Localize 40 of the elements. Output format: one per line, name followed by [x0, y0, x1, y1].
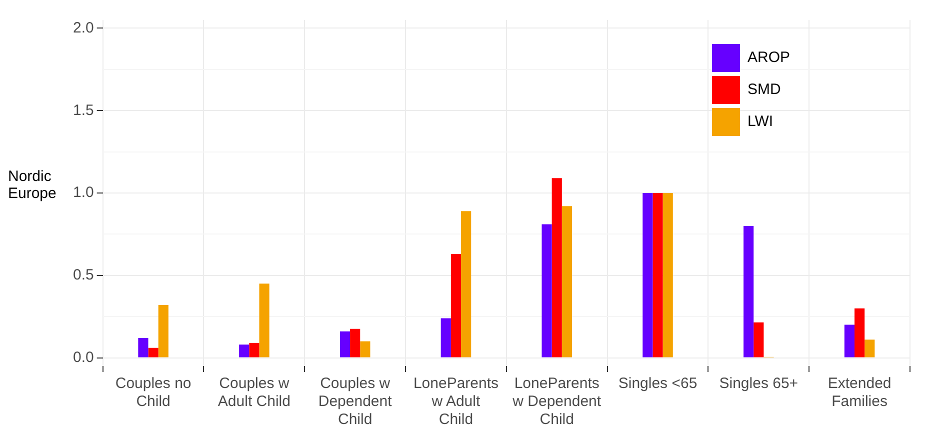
x-tick-label: Singles 65+: [719, 375, 798, 392]
y-axis-title: Nordic Europe: [8, 168, 58, 202]
bar: [854, 308, 865, 358]
bar: [350, 328, 360, 358]
bar: [158, 305, 168, 358]
bar: [440, 318, 451, 358]
bar: [652, 193, 663, 358]
y-tick-label: 2.0: [72, 19, 94, 36]
bar: [552, 178, 562, 358]
bar: [662, 193, 673, 358]
bar: [642, 193, 653, 358]
y-tick-label: 0.0: [72, 348, 94, 366]
bar: [138, 338, 148, 358]
y-tick-label: 0.5: [72, 266, 94, 284]
x-tick-label: Extended Families: [828, 375, 892, 410]
y-tick-label: 1.5: [72, 102, 94, 119]
bar: [864, 340, 875, 358]
bar: [542, 224, 552, 358]
bar: [249, 342, 260, 358]
x-tick-label: Couples no Child: [115, 375, 192, 410]
bar: [259, 284, 270, 358]
x-tick-label: LoneParents w Adult Child: [413, 375, 499, 428]
bar: [754, 322, 764, 358]
x-tick-label: Singles <65: [618, 375, 698, 392]
bar: [744, 226, 754, 358]
bar: [844, 324, 855, 358]
legend-label: SMD: [747, 81, 781, 98]
y-tick-label: 1.0: [72, 184, 94, 202]
legend-label: AROP: [747, 49, 790, 66]
bar: [360, 341, 370, 358]
x-tick-label: Couples w Dependent Child: [318, 375, 393, 428]
bar: [148, 348, 158, 358]
legend-label: LWI: [747, 113, 774, 130]
x-tick-label: LoneParents w Dependent Child: [512, 375, 602, 428]
bar: [461, 211, 472, 358]
bar: [562, 206, 572, 358]
bar: [239, 344, 250, 358]
bar: [340, 331, 350, 358]
x-tick-label: Couples w Adult Child: [218, 375, 290, 410]
bar: [450, 254, 462, 358]
